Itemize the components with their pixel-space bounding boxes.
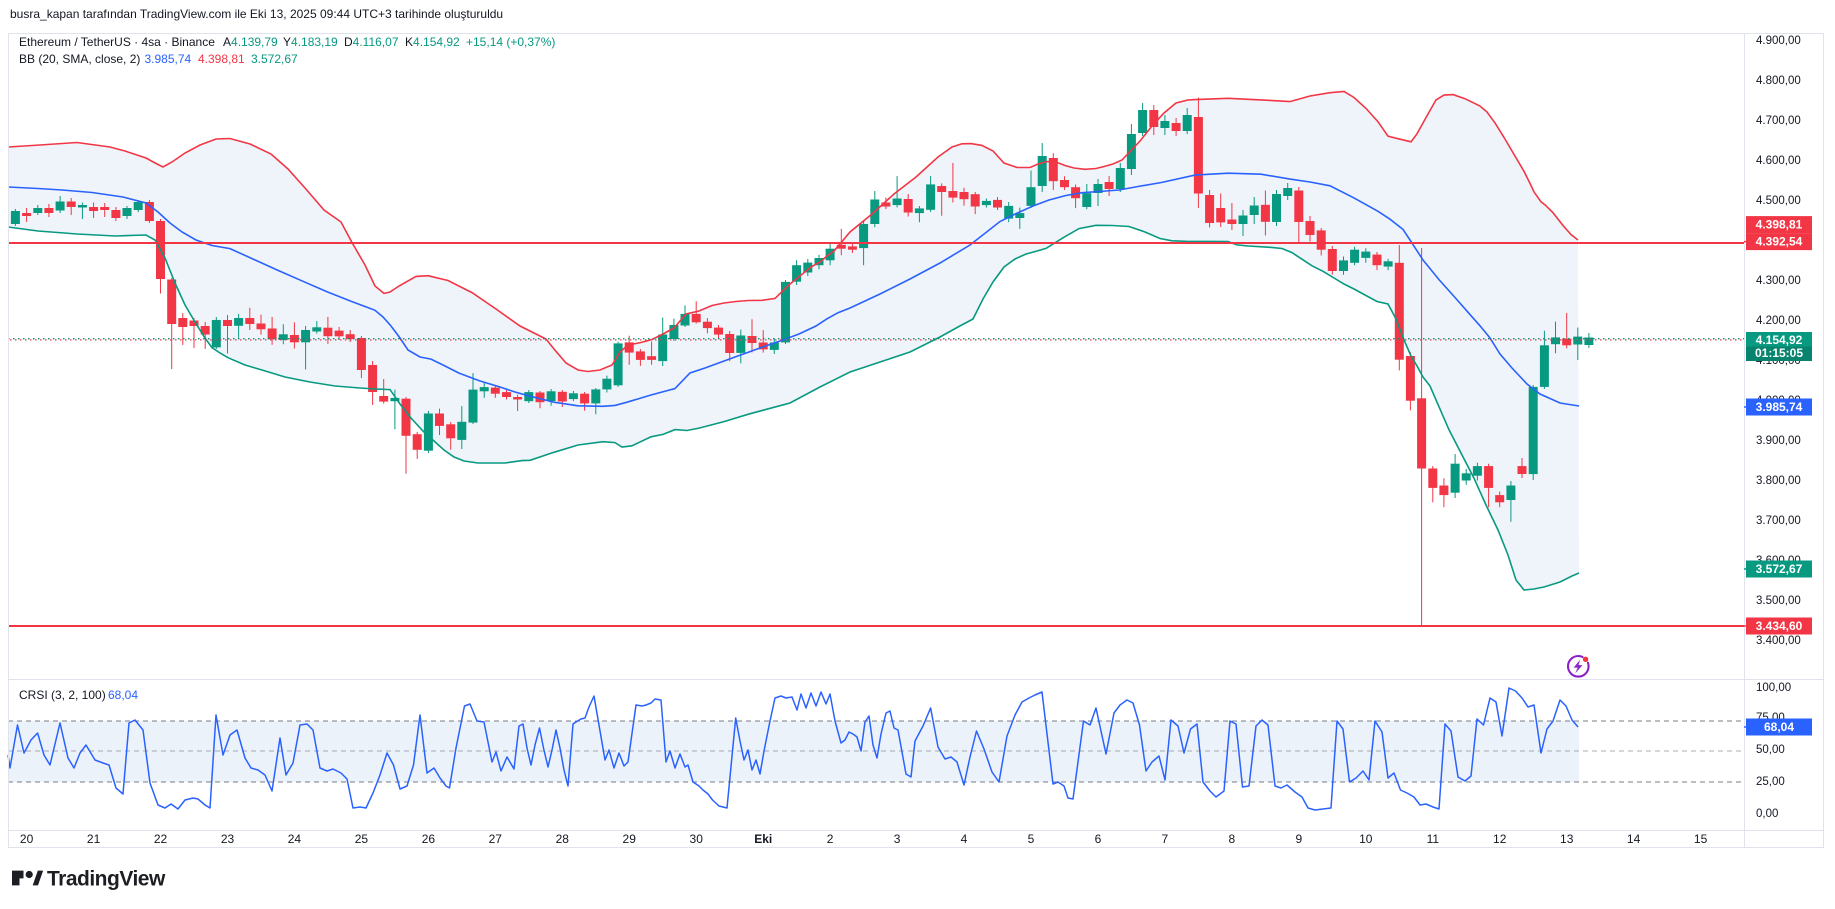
svg-text:8: 8 <box>1229 832 1236 846</box>
svg-text:4.392,54: 4.392,54 <box>1756 235 1803 249</box>
svg-text:4.398,81: 4.398,81 <box>1756 218 1803 232</box>
svg-text:25,00: 25,00 <box>1756 776 1785 788</box>
svg-text:68,04: 68,04 <box>108 688 138 702</box>
svg-text:50,00: 50,00 <box>1756 744 1785 756</box>
svg-text:4.700,00: 4.700,00 <box>1756 115 1801 127</box>
svg-text:10: 10 <box>1359 832 1373 846</box>
svg-text:01:15:05: 01:15:05 <box>1755 346 1803 360</box>
svg-text:28: 28 <box>556 832 570 846</box>
svg-text:11: 11 <box>1427 832 1440 846</box>
svg-text:CRSI (3, 2, 100): CRSI (3, 2, 100) <box>19 688 106 702</box>
svg-text:Y4.183,19: Y4.183,19 <box>283 35 338 49</box>
svg-text:4.900,00: 4.900,00 <box>1756 35 1801 47</box>
svg-text:3.572,67: 3.572,67 <box>251 52 298 66</box>
svg-text:20: 20 <box>20 832 34 846</box>
svg-text:25: 25 <box>355 832 369 846</box>
svg-text:4: 4 <box>961 832 968 846</box>
svg-text:3.985,74: 3.985,74 <box>145 52 192 66</box>
svg-text:13: 13 <box>1560 832 1574 846</box>
svg-text:14: 14 <box>1627 832 1641 846</box>
svg-text:busra_kapan tarafından Trading: busra_kapan tarafından TradingView.com i… <box>10 7 503 21</box>
svg-text:3: 3 <box>894 832 901 846</box>
svg-text:68,04: 68,04 <box>1764 720 1794 734</box>
svg-text:4.200,00: 4.200,00 <box>1756 315 1801 327</box>
svg-text:5: 5 <box>1028 832 1035 846</box>
svg-text:15: 15 <box>1694 832 1708 846</box>
svg-text:4.300,00: 4.300,00 <box>1756 275 1801 287</box>
svg-text:A4.139,79: A4.139,79 <box>223 35 278 49</box>
svg-text:22: 22 <box>154 832 168 846</box>
svg-text:30: 30 <box>690 832 704 846</box>
svg-text:21: 21 <box>87 832 101 846</box>
svg-text:3.500,00: 3.500,00 <box>1756 595 1801 607</box>
svg-text:0,00: 0,00 <box>1756 808 1778 820</box>
svg-text:D4.116,07: D4.116,07 <box>344 35 399 49</box>
svg-text:3.434,60: 3.434,60 <box>1756 619 1803 633</box>
svg-text:4.600,00: 4.600,00 <box>1756 155 1801 167</box>
svg-text:4.500,00: 4.500,00 <box>1756 195 1801 207</box>
svg-text:23: 23 <box>221 832 235 846</box>
svg-text:6: 6 <box>1095 832 1102 846</box>
svg-text:29: 29 <box>623 832 637 846</box>
svg-text:100,00: 100,00 <box>1756 682 1791 694</box>
svg-text:K4.154,92: K4.154,92 <box>405 35 460 49</box>
svg-text:7: 7 <box>1162 832 1169 846</box>
svg-text:TradingView: TradingView <box>47 868 166 891</box>
svg-text:Eki: Eki <box>754 832 772 846</box>
svg-text:4.154,92: 4.154,92 <box>1756 333 1803 347</box>
svg-text:3.572,67: 3.572,67 <box>1756 562 1803 576</box>
svg-text:9: 9 <box>1295 832 1302 846</box>
svg-text:3.400,00: 3.400,00 <box>1756 635 1801 647</box>
svg-text:3.985,74: 3.985,74 <box>1756 400 1803 414</box>
svg-text:26: 26 <box>422 832 436 846</box>
svg-text:+15,14 (+0,37%): +15,14 (+0,37%) <box>466 35 555 49</box>
svg-text:3.700,00: 3.700,00 <box>1756 515 1801 527</box>
svg-text:27: 27 <box>489 832 503 846</box>
svg-text:3.900,00: 3.900,00 <box>1756 435 1801 447</box>
svg-text:4.800,00: 4.800,00 <box>1756 75 1801 87</box>
svg-text:3.800,00: 3.800,00 <box>1756 475 1801 487</box>
svg-text:Ethereum / TetherUS · 4sa · Bi: Ethereum / TetherUS · 4sa · Binance <box>19 35 215 49</box>
svg-text:12: 12 <box>1493 832 1507 846</box>
svg-text:BB (20, SMA, close, 2): BB (20, SMA, close, 2) <box>19 52 140 66</box>
svg-text:4.398,81: 4.398,81 <box>198 52 245 66</box>
svg-text:24: 24 <box>288 832 302 846</box>
svg-text:2: 2 <box>827 832 834 846</box>
